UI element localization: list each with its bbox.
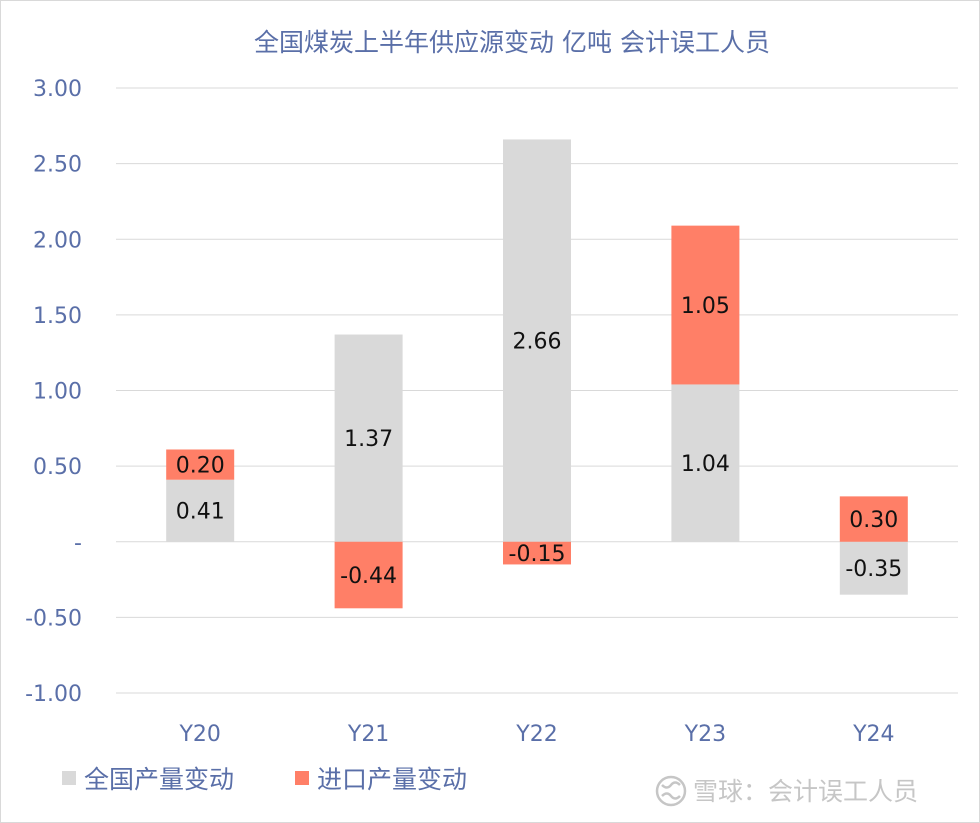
y-tick-label: 1.50 [33,304,82,329]
bar-domestic-y21 [334,334,403,542]
bar-import-y24 [839,496,908,542]
x-tick-label-y22: Y22 [515,722,557,747]
data-label-domestic-y23: 1.04 [681,452,730,477]
y-tick-label: 1.00 [33,380,82,405]
y-tick-label: -0.50 [25,606,82,631]
y-tick-label: 3.00 [33,77,82,102]
bars [166,139,908,609]
data-label-domestic-y22: 2.66 [513,330,562,355]
data-label-domestic-y24: -0.35 [845,557,902,582]
data-label-import-y21: -0.44 [340,564,397,589]
y-tick-label: 2.00 [33,228,82,253]
x-tick-label-y24: Y24 [852,722,894,747]
x-axis-ticks: Y20 Y21 Y22 Y23 Y24 [178,722,894,747]
bar-domestic-y24 [839,541,908,595]
bar-domestic-y23 [671,384,740,542]
y-axis-ticks: 3.00 2.50 2.00 1.50 1.00 0.50 - -0.50 -1.00 [25,77,82,707]
legend-label-import: 进口产量变动 [317,765,467,794]
y-tick-label: -1.00 [25,682,82,707]
snowball-logo-icon [655,775,687,807]
bar-import-y21 [334,541,403,609]
legend-item-import[interactable]: 进口产量变动 [295,765,467,794]
bar-import-y22 [503,541,571,565]
bar-domestic-y20 [166,479,235,542]
legend-label-domestic: 全国产量变动 [84,765,234,794]
data-label-domestic-y20: 0.41 [176,500,225,525]
x-tick-label-y21: Y21 [347,722,389,747]
data-label-import-y23: 1.05 [681,294,730,319]
data-label-domestic-y21: 1.37 [344,427,393,452]
chart-title: 全国煤炭上半年供应源变动 亿吨 会计误工人员 [254,28,770,57]
legend-item-domestic[interactable]: 全国产量变动 [62,765,234,794]
bar-import-y20 [166,449,235,480]
data-label-import-y24: 0.30 [849,508,898,533]
legend-swatch-domestic [62,771,76,785]
y-tick-label: 2.50 [33,153,82,178]
y-tick-label: 0.50 [33,455,82,480]
x-tick-label-y23: Y23 [684,722,726,747]
watermark-text: 雪球：会计误工人员 [693,777,918,806]
x-tick-label-y20: Y20 [178,722,220,747]
y-tick-label: - [74,531,82,556]
data-label-import-y20: 0.20 [176,454,225,479]
data-label-import-y22: -0.15 [509,542,566,567]
legend-swatch-import [295,771,309,785]
bar-import-y23 [671,225,740,385]
legend: 全国产量变动 进口产量变动 [62,765,467,794]
bar-domestic-y22 [503,139,571,542]
watermark: 雪球：会计误工人员 [655,775,918,807]
data-labels: 0.41 0.20 1.37 -0.44 2.66 -0.15 1.04 1.05 -0.35 0… [176,294,903,589]
